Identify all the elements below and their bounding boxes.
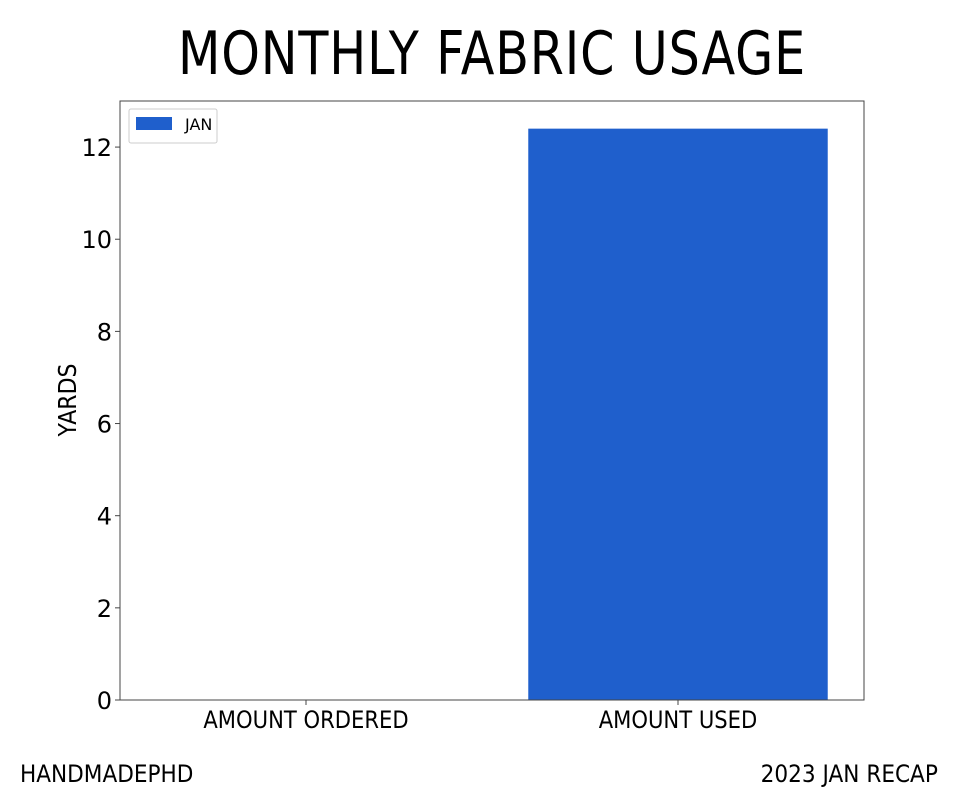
legend: JAN [128,108,218,144]
footer-credit: HANDMADEPHD [20,760,194,788]
ticks-layer: 0 2 4 6 8 10 12 AMOUNT ORDERED AMOUNT USED [81,134,757,734]
bar-amount-used [528,128,828,701]
y-tick-label: 12 [81,134,112,162]
y-axis-label: YARDS [53,364,83,438]
y-tick-label: 10 [81,226,112,254]
legend-swatch [136,117,172,130]
legend-label: JAN [184,115,212,134]
y-tick-label: 6 [97,411,112,439]
x-tick-label: AMOUNT ORDERED [203,707,408,735]
x-tick-label: AMOUNT USED [599,707,758,735]
footer-recap-label: 2023 JAN RECAP [760,760,938,788]
y-tick-label: 2 [97,595,112,623]
chart-title: MONTHLY FABRIC USAGE [177,19,807,89]
y-tick-label: 4 [97,503,112,531]
axes-layer [119,100,865,701]
plot-frame [119,100,865,701]
y-tick-label: 0 [97,687,112,715]
labels-layer: YARDS [53,364,83,438]
y-tick-label: 8 [97,318,112,346]
bars-layer [528,128,828,701]
